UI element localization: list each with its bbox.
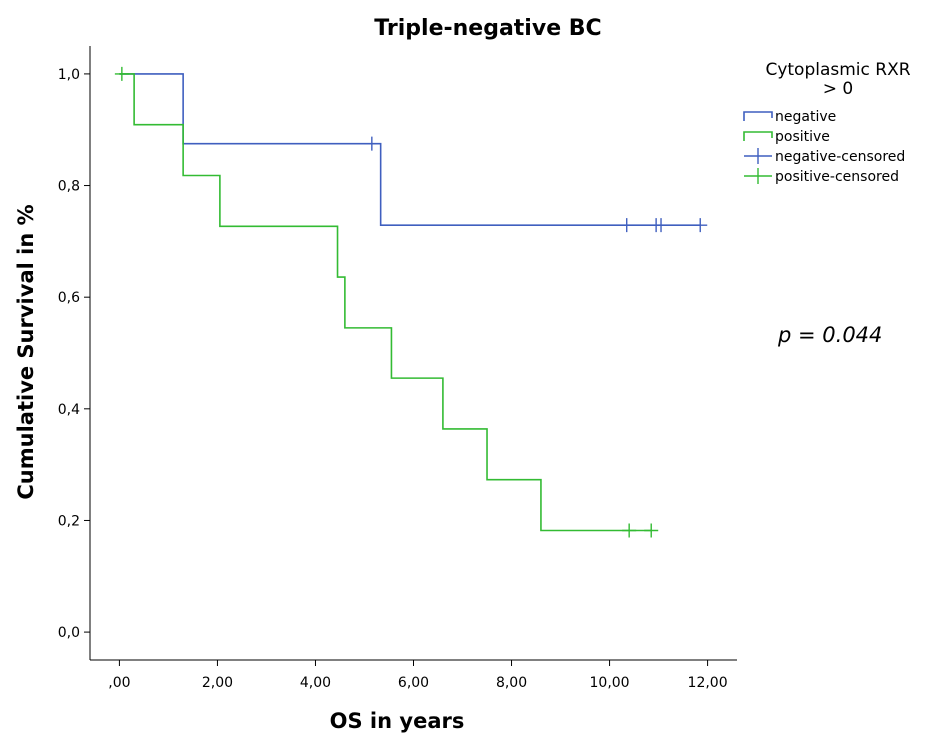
plot-series [114, 66, 708, 538]
x-tick-label: 4,00 [300, 675, 331, 691]
x-tick-label: 6,00 [398, 675, 429, 691]
x-tick-label: 2,00 [202, 675, 233, 691]
censored-mark-negative [619, 218, 634, 233]
x-tick-label: ,00 [108, 675, 130, 691]
y-tick-label: 0,6 [58, 290, 80, 306]
legend-label-negative: negative [775, 109, 836, 125]
legend-title-line-1: Cytoplasmic RXR [765, 60, 910, 80]
legend-items: negative positive negative-censored positiv… [743, 109, 905, 185]
x-tick-label: 12,00 [688, 675, 728, 691]
survival-curve-negative [119, 73, 701, 226]
y-axis-ticks: 0,0 0,2 0,4 0,6 0,8 1,0 [58, 67, 90, 641]
legend-title-line-2: > 0 [823, 79, 853, 99]
p-value-annotation: p = 0.044 [777, 323, 882, 347]
legend-label-positive-censored: positive-censored [775, 169, 899, 185]
legend-label-negative-censored: negative-censored [775, 149, 905, 165]
x-tick-label: 8,00 [496, 675, 527, 691]
legend-swatch-positive [743, 131, 773, 141]
chart-title: Triple-negative BC [374, 16, 601, 41]
censored-mark-negative [693, 218, 708, 233]
y-tick-label: 1,0 [58, 67, 80, 83]
legend: Cytoplasmic RXR > 0 negativepositivenega… [743, 60, 911, 185]
y-tick-label: 0,0 [58, 625, 80, 641]
censored-mark-negative [364, 136, 379, 151]
legend-swatch-negative-censored [744, 148, 772, 164]
x-axis-title: OS in years [330, 709, 465, 733]
y-tick-label: 0,8 [58, 179, 80, 195]
censored-mark-positive [622, 523, 637, 538]
legend-swatch-positive-censored [744, 168, 772, 184]
censored-mark-positive [114, 66, 129, 81]
legend-label-positive: positive [775, 129, 830, 145]
censored-mark-positive [644, 523, 659, 538]
axes [89, 46, 737, 661]
x-tick-label: 10,00 [590, 675, 630, 691]
censored-mark-negative [654, 218, 669, 233]
x-axis-ticks: ,00 2,00 4,00 6,00 8,00 10,00 12,00 [108, 660, 728, 691]
y-axis-title: Cumulative Survival in % [14, 204, 38, 499]
survival-curve-positive [119, 73, 652, 532]
y-tick-label: 0,2 [58, 513, 80, 529]
y-tick-label: 0,4 [58, 402, 80, 418]
legend-swatch-negative [743, 111, 773, 121]
